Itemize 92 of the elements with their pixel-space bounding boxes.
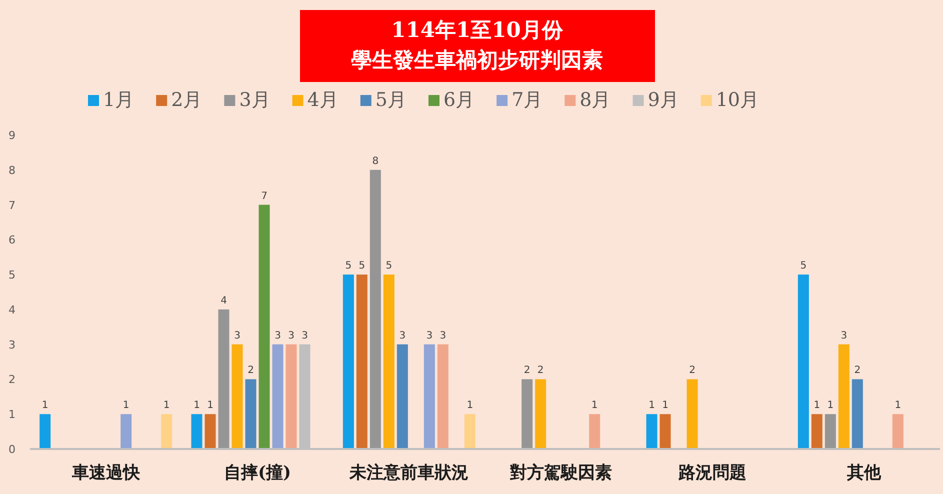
bar (191, 414, 202, 449)
bar (161, 414, 172, 449)
bar (852, 379, 863, 449)
data-label: 3 (302, 330, 308, 342)
data-label: 3 (399, 330, 406, 342)
bar (342, 274, 354, 449)
y-tick-label: 9 (8, 129, 16, 142)
legend-label: 7月 (512, 89, 543, 111)
bar (535, 379, 546, 449)
chart-subtitle: 學生發生車禍初步研判因素 (351, 47, 603, 72)
data-label: 1 (814, 400, 820, 412)
data-label: 5 (358, 260, 366, 272)
bar (245, 379, 256, 449)
data-label: 3 (426, 330, 433, 342)
data-label: 2 (854, 365, 861, 376)
data-label: 8 (372, 156, 379, 167)
data-label: 1 (163, 400, 170, 412)
bar (589, 414, 600, 449)
bar (892, 414, 904, 449)
bar (646, 414, 658, 449)
bar (40, 414, 51, 449)
data-label: 1 (827, 400, 834, 412)
bar (218, 309, 230, 449)
data-label: 3 (234, 330, 240, 342)
y-tick-label: 1 (8, 408, 16, 422)
legend-label: 6月 (443, 89, 475, 111)
legend-label: 9月 (648, 89, 679, 111)
legend-label: 1月 (103, 89, 134, 111)
data-label: 3 (288, 330, 294, 342)
legend-label: 3月 (239, 89, 270, 111)
bar (383, 274, 394, 449)
bar (522, 379, 533, 449)
x-tick-label: 車速過快 (70, 463, 141, 483)
legend-label: 2月 (171, 89, 202, 111)
bar (232, 344, 243, 449)
legend-label: 4月 (307, 89, 338, 111)
data-label: 3 (274, 330, 281, 342)
y-tick-label: 0 (8, 443, 16, 456)
x-tick-label: 自摔(撞) (224, 463, 292, 483)
data-label: 7 (261, 190, 268, 202)
bar (464, 414, 476, 449)
bar (258, 204, 270, 449)
bar (370, 170, 381, 449)
y-tick-label: 5 (8, 268, 16, 282)
x-tick-label: 未注意前車狀況 (348, 463, 469, 483)
y-tick-label: 6 (8, 234, 16, 247)
bar (396, 344, 408, 449)
legend-label: 5月 (375, 89, 406, 111)
data-label: 1 (122, 400, 130, 412)
data-label: 1 (591, 400, 598, 412)
bar (424, 344, 435, 449)
data-label: 1 (466, 400, 474, 412)
data-label: 3 (440, 330, 446, 342)
bar (120, 414, 132, 449)
bar (660, 414, 671, 449)
legend-label: 10月 (716, 89, 760, 111)
bar (437, 344, 448, 449)
y-tick-label: 7 (8, 198, 16, 212)
data-label: 2 (537, 365, 544, 376)
data-label: 3 (840, 330, 848, 342)
data-label: 1 (894, 400, 902, 412)
bar (272, 344, 284, 449)
data-label: 1 (42, 400, 48, 412)
bar (286, 344, 297, 449)
bar (356, 274, 368, 449)
bar (686, 379, 698, 449)
bar (838, 344, 850, 449)
bar (811, 414, 822, 449)
data-label: 2 (524, 365, 530, 376)
x-tick-label: 對方駕駛因素 (508, 463, 612, 483)
data-label: 1 (207, 400, 214, 412)
data-label: 1 (194, 400, 200, 412)
y-tick-label: 8 (8, 164, 16, 177)
data-label: 4 (220, 295, 227, 306)
data-label: 5 (345, 260, 352, 272)
data-label: 2 (248, 365, 254, 376)
bar (798, 274, 809, 449)
data-label: 2 (689, 365, 696, 376)
y-tick-label: 4 (8, 303, 16, 316)
bar (204, 414, 216, 449)
legend-label: 8月 (580, 89, 611, 111)
chart-title: 114年1至10月份 (391, 17, 564, 42)
x-tick-label: 路況問題 (678, 463, 746, 483)
x-tick-label: 其他 (846, 463, 882, 483)
data-label: 5 (386, 260, 392, 272)
data-label: 1 (648, 400, 655, 412)
data-label: 5 (800, 260, 807, 272)
y-tick-label: 3 (8, 338, 16, 352)
data-label: 1 (662, 400, 668, 412)
title: 114年1至10月份 學生發生車禍初步研判因素 (300, 10, 655, 82)
bar (824, 414, 836, 449)
y-tick-label: 2 (8, 373, 16, 386)
